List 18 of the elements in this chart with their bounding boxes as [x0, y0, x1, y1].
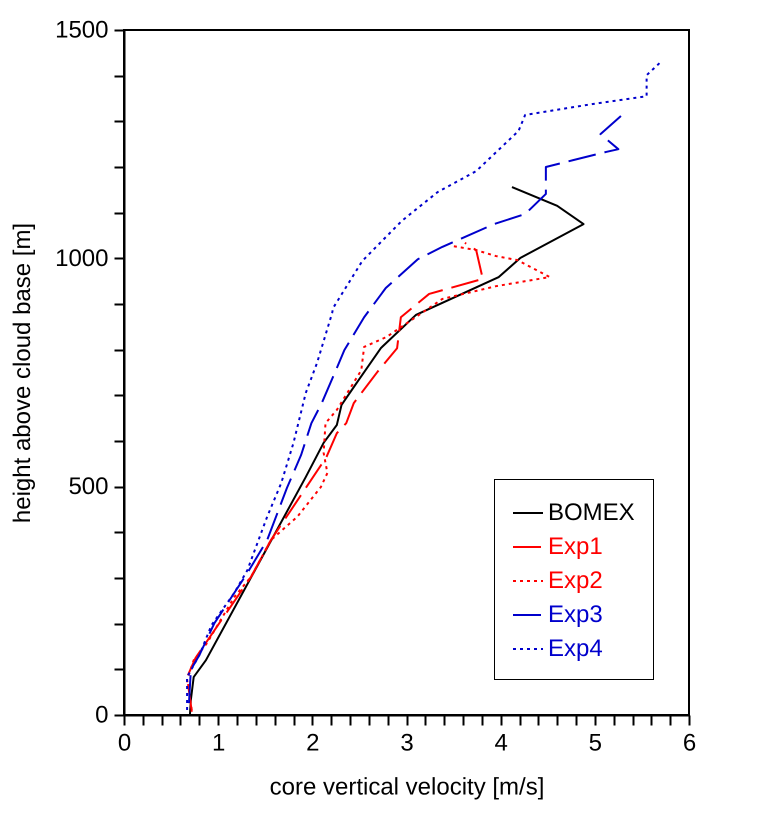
legend-label: Exp1: [548, 533, 603, 560]
x-tick-label: 0: [118, 730, 132, 756]
y-tick-label: 1500: [55, 16, 108, 44]
x-tick-label: 3: [400, 730, 414, 756]
legend-label: Exp4: [548, 635, 603, 662]
y-tick-label: 1000: [55, 244, 108, 272]
y-tick-label: 0: [95, 702, 108, 728]
y-tick-label: 500: [68, 473, 108, 500]
legend-label: Exp2: [548, 567, 603, 594]
x-axis-title: core vertical velocity [m/s]: [270, 774, 544, 800]
x-tick-label: 2: [306, 730, 320, 756]
x-tick-label: 5: [588, 730, 602, 756]
y-axis-title: height above cloud base [m]: [9, 222, 36, 524]
legend-label: BOMEX: [548, 499, 635, 526]
x-tick-label: 4: [494, 730, 508, 756]
legend-label: Exp3: [548, 601, 603, 628]
x-tick-label: 1: [212, 730, 226, 756]
x-tick-label: 6: [682, 730, 696, 756]
